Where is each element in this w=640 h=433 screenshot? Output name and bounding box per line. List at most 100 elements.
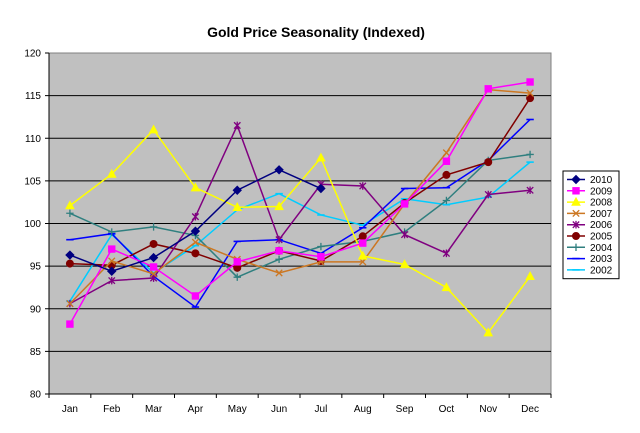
data-point-2006	[442, 249, 451, 258]
data-point-2007	[359, 258, 367, 266]
data-point-2008	[232, 202, 243, 212]
data-point-2009	[359, 239, 367, 247]
data-point-2009	[108, 245, 116, 253]
y-tick-label: 105	[24, 176, 41, 187]
x-tick-label: Jul	[315, 404, 328, 415]
data-point-2007	[275, 269, 283, 277]
data-point-2010	[274, 165, 284, 175]
x-tick-label: May	[228, 404, 247, 415]
x-tick-label: Jun	[271, 404, 287, 415]
x-tick-label: Dec	[521, 404, 539, 415]
x-tick-label: Sep	[396, 404, 414, 415]
data-point-2007	[149, 270, 158, 278]
series-2009	[66, 78, 534, 328]
series-line-2006	[69, 123, 531, 305]
data-point-2009	[442, 157, 451, 165]
series-2008	[65, 124, 535, 337]
data-point-2006	[400, 230, 409, 239]
series-group	[65, 78, 535, 337]
x-tick-label: Apr	[188, 404, 204, 415]
data-point-2008	[106, 168, 117, 178]
data-point-2008	[441, 282, 452, 292]
legend-marker-2004	[572, 243, 580, 251]
series-line-2002	[69, 161, 531, 302]
data-point-2004	[233, 273, 241, 281]
data-point-2007	[66, 299, 74, 308]
data-point-2008	[148, 124, 159, 134]
legend-label-2006: 2006	[590, 220, 613, 231]
data-point-2008	[65, 200, 75, 210]
data-point-2009	[66, 320, 74, 328]
data-point-2006	[359, 182, 367, 190]
y-tick-label: 80	[30, 390, 42, 401]
data-point-2009	[526, 78, 534, 86]
data-point-2005	[358, 232, 367, 241]
data-point-2004	[317, 242, 325, 251]
y-tick-label: 110	[25, 134, 41, 145]
y-tick-label: 85	[30, 347, 42, 358]
series-2010	[65, 165, 326, 276]
data-point-2010	[190, 226, 201, 236]
data-point-2005	[442, 170, 451, 179]
y-tick-label: 120	[24, 49, 41, 60]
legend-marker-2008	[571, 196, 581, 206]
x-tick-label: Mar	[145, 404, 163, 415]
x-tick-label: Feb	[103, 404, 121, 415]
data-point-2005	[65, 259, 74, 268]
y-tick-label: 100	[24, 219, 41, 230]
legend-label-2004: 2004	[590, 243, 613, 254]
y-tick-label: 90	[30, 304, 42, 315]
data-point-2008	[357, 250, 368, 260]
series-line-2009	[69, 81, 531, 325]
legend-label-2002: 2002	[590, 265, 613, 276]
data-point-2009	[484, 85, 492, 93]
x-tick-label: Jan	[62, 404, 78, 415]
data-point-2009	[317, 253, 325, 261]
x-tick-label: Nov	[479, 404, 497, 415]
data-point-2004	[149, 223, 158, 231]
legend-marker-2005	[572, 232, 580, 240]
data-point-2008	[274, 201, 284, 211]
series-line-2005	[69, 97, 531, 269]
data-point-2007	[108, 257, 116, 265]
data-point-2007	[442, 149, 451, 157]
data-point-2008	[399, 259, 410, 269]
legend-marker-2010	[571, 174, 581, 185]
legend-label-2005: 2005	[590, 232, 613, 243]
data-point-2004	[66, 209, 74, 217]
data-point-2009	[149, 263, 158, 271]
data-point-2004	[442, 196, 451, 205]
y-tick-label: 95	[30, 262, 42, 273]
data-point-2006	[526, 186, 534, 195]
data-point-2010	[65, 250, 75, 260]
x-tick-label: Oct	[439, 404, 455, 415]
legend-marker-2006	[572, 220, 580, 229]
legend-marker-2007	[572, 209, 580, 218]
data-point-2006	[108, 276, 116, 285]
data-point-2007	[191, 238, 200, 246]
data-point-2009	[191, 292, 200, 300]
data-point-2008	[190, 182, 201, 192]
series-line-2003	[69, 118, 531, 309]
data-point-2010	[316, 183, 326, 194]
series-line-2008	[69, 128, 531, 334]
data-point-2005	[526, 94, 535, 103]
data-point-2004	[526, 150, 534, 159]
legend-label-2009: 2009	[590, 186, 613, 197]
legend-label-2007: 2007	[590, 209, 613, 220]
data-point-2006	[484, 190, 492, 199]
data-point-2010	[148, 252, 159, 263]
data-point-2007	[526, 89, 534, 97]
data-point-2009	[233, 258, 241, 266]
data-point-2005	[149, 239, 158, 248]
chart-title: Gold Price Seasonality (Indexed)	[207, 24, 425, 40]
data-point-2008	[525, 271, 535, 281]
data-point-2010	[107, 266, 117, 276]
data-point-2010	[232, 185, 242, 195]
data-point-2005	[484, 158, 493, 167]
series-line-2004	[69, 153, 531, 279]
data-point-2006	[233, 121, 241, 130]
x-tick-label: Aug	[354, 404, 372, 415]
legend-label-2003: 2003	[590, 254, 613, 265]
